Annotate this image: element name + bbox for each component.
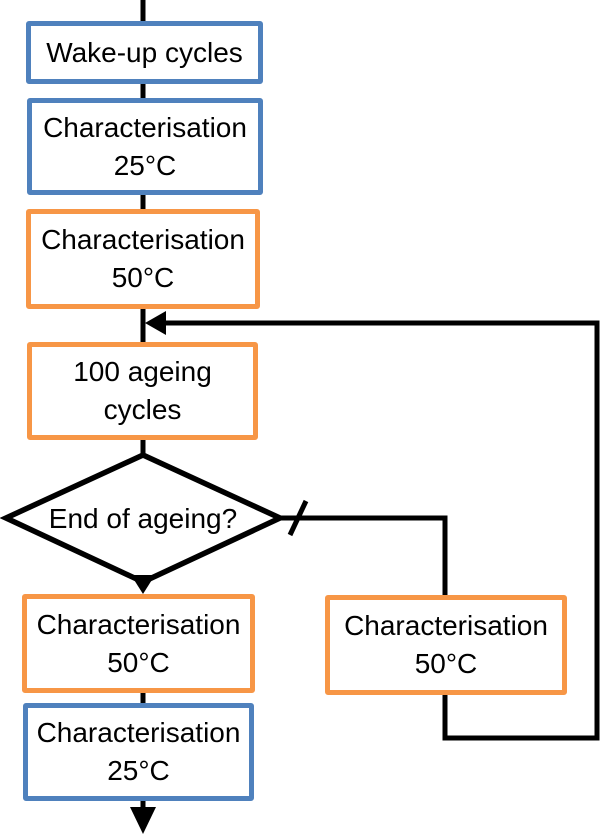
node-characterisation-50c-final: Characterisation 50°C [22, 594, 255, 693]
node-label-line2: 50°C [111, 262, 175, 293]
node-characterisation-25c-final: Characterisation 25°C [23, 703, 254, 801]
arrowhead-exit [130, 807, 156, 834]
branch-tick-mark [287, 499, 309, 537]
decision-label-text: End of ageing? [48, 502, 238, 534]
node-label-line2: cycles [103, 394, 182, 425]
node-characterisation-25c-initial: Characterisation 25°C [27, 98, 263, 195]
node-label-line1: Characterisation [36, 717, 241, 748]
decision-end-of-ageing: End of ageing? [6, 455, 280, 582]
node-label-line2: 25°C [107, 755, 170, 786]
node-label-line2: 25°C [113, 149, 177, 181]
node-label-line1: Characterisation [43, 111, 247, 143]
node-label-line2: 50°C [414, 648, 478, 679]
arrowhead-into-char50-final [131, 575, 155, 594]
node-100-ageing-cycles: 100 ageing cycles [27, 342, 258, 440]
connector-decision-loopbox [278, 515, 448, 597]
node-wake-up-cycles: Wake-up cycles [26, 21, 263, 84]
arrowhead-loop-junction [145, 311, 166, 335]
node-label-line2: 50°C [107, 646, 170, 678]
node-label-line1: Characterisation [344, 610, 548, 641]
connector-loop-return [162, 320, 600, 741]
node-characterisation-50c-loop: Characterisation 50°C [325, 595, 567, 695]
node-label: Wake-up cycles [46, 36, 243, 68]
node-label-line1: 100 ageing [73, 356, 212, 387]
node-label-line1: Characterisation [41, 224, 245, 255]
node-label-line1: Characterisation [36, 608, 241, 640]
node-characterisation-50c-initial: Characterisation 50°C [26, 209, 260, 309]
